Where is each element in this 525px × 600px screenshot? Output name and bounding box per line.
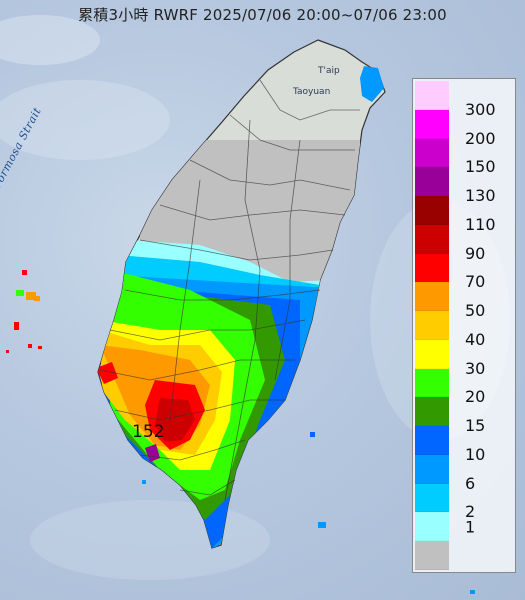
- legend-labels: 300 200 150 130 110 90 70 50 40 30 20 15 10 6 2 1: [451, 81, 513, 570]
- legend-swatch: [415, 224, 449, 254]
- legend-label-cell: 90: [451, 225, 513, 263]
- legend-label: 2: [465, 502, 476, 522]
- legend-swatch: [415, 512, 449, 542]
- legend-swatch: [415, 483, 449, 513]
- legend-label: 15: [465, 416, 486, 436]
- legend-label: 20: [465, 387, 486, 407]
- legend-label: 30: [465, 358, 486, 378]
- legend-label-cell: 6: [451, 455, 513, 493]
- legend-label-cell: 130: [451, 167, 513, 205]
- rain-peak-area: [145, 444, 160, 462]
- legend-label: 40: [465, 329, 486, 349]
- legend-swatch: [415, 196, 449, 225]
- legend-label: 70: [465, 272, 486, 292]
- admin-boundaries: [99, 79, 360, 501]
- legend-swatch: [415, 109, 449, 139]
- legend-label: 150: [465, 157, 496, 177]
- legend-label: 200: [465, 128, 496, 148]
- legend-swatch: [415, 339, 449, 369]
- legend-label-cell: 200: [451, 110, 513, 148]
- legend-label-cell: 50: [451, 282, 513, 320]
- legend-label: 1: [465, 517, 476, 537]
- map-title: 累積3小時 RWRF 2025/07/06 20:00~07/06 23:00: [78, 6, 447, 24]
- legend-swatch: [415, 81, 449, 110]
- legend-swatch: [415, 368, 449, 398]
- legend-label: 10: [465, 444, 486, 464]
- legend-swatch: [415, 454, 449, 484]
- place-taoyuan: Taoyuan: [293, 87, 331, 97]
- legend-label-cell: 15: [451, 397, 513, 435]
- rainfall-field: [98, 140, 360, 548]
- legend-label-cell: 1: [451, 512, 513, 541]
- legend-label-cell: 2: [451, 484, 513, 521]
- legend-label: 130: [465, 186, 496, 206]
- legend-swatch: [415, 167, 449, 197]
- legend-swatch: [415, 253, 449, 283]
- rain-northeast-cell: [360, 66, 384, 102]
- peak-rainfall-label: 152: [132, 422, 165, 442]
- rain-west-coast-red: [98, 362, 118, 384]
- legend-swatch: [415, 311, 449, 340]
- legend-label: 90: [465, 243, 486, 263]
- legend-label-cell: 20: [451, 369, 513, 406]
- rainfall-legend: 300 200 150 130 110 90 70 50 40 30 20 15 10 6 2 1: [412, 78, 516, 573]
- legend-label: 300: [465, 99, 496, 119]
- legend-label-cell: 30: [451, 340, 513, 378]
- legend-swatch: [415, 541, 449, 571]
- legend-swatch: [415, 138, 449, 168]
- legend-label-cell: 40: [451, 311, 513, 349]
- legend-label-cell: 70: [451, 254, 513, 291]
- legend-label-cell: 150: [451, 139, 513, 176]
- legend-label: 6: [465, 473, 476, 493]
- legend-swatch: [415, 426, 449, 455]
- legend-label-cell: [451, 541, 513, 570]
- legend-label-cell: 10: [451, 426, 513, 464]
- legend-color-bar: [415, 81, 449, 571]
- legend-swatch: [415, 282, 449, 312]
- legend-label-cell: 110: [451, 196, 513, 234]
- offshore-rain: [6, 270, 475, 594]
- legend-swatch: [415, 397, 449, 427]
- legend-label-cell: 300: [451, 81, 513, 119]
- place-taipei: T'aip: [318, 66, 340, 76]
- legend-label: 110: [465, 214, 496, 234]
- legend-label: 50: [465, 301, 486, 321]
- rain-90-area: [155, 398, 195, 442]
